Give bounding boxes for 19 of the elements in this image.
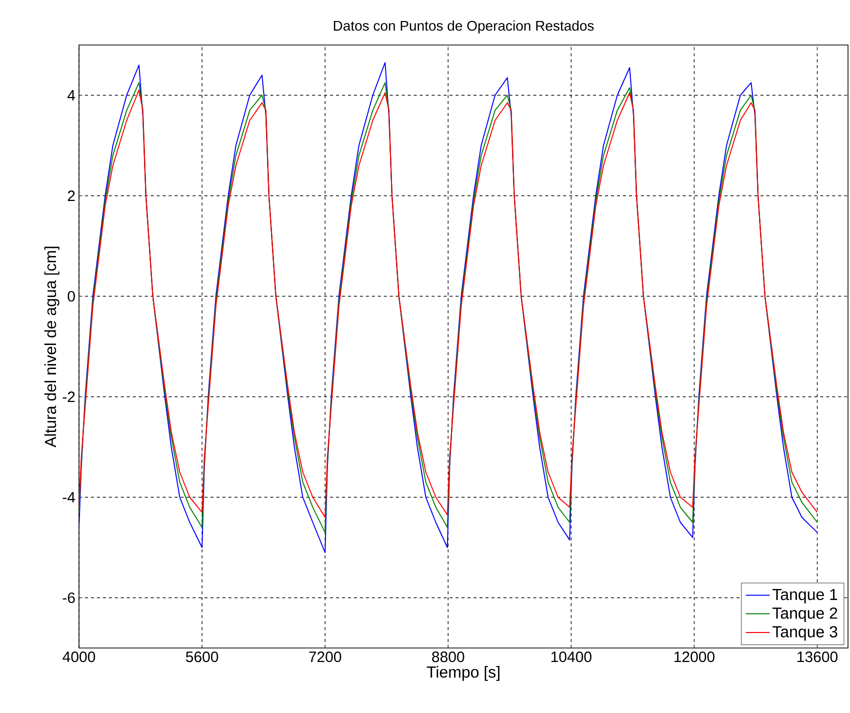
legend-label: Tanque 2 (772, 607, 838, 622)
y-axis-title: Altura del nivel de agua [cm] (44, 246, 60, 448)
x-tick-label: 5600 (186, 652, 218, 662)
y-tick-label: 0 (68, 290, 75, 302)
x-tick-label: 10400 (551, 652, 592, 662)
x-tick-label: 8800 (432, 652, 464, 662)
x-tick-label: 12000 (674, 652, 714, 662)
y-tick-label: -2 (62, 392, 75, 402)
x-tick-label: 7200 (309, 652, 342, 662)
x-tick-label: 4000 (62, 652, 96, 662)
x-tick-label: 13600 (798, 652, 838, 662)
y-tick-label: 4 (67, 90, 76, 100)
legend-label: Tanque 3 (772, 626, 838, 641)
y-tick-label: -6 (62, 592, 75, 604)
chart-title: Datos con Puntos de Operacion Restados (334, 20, 594, 34)
y-tick-label: -4 (62, 492, 76, 502)
legend-label: Tanque 1 (772, 588, 838, 604)
y-tick-label: 2 (68, 190, 75, 201)
x-axis-title: Tiempo [s] (426, 666, 500, 681)
